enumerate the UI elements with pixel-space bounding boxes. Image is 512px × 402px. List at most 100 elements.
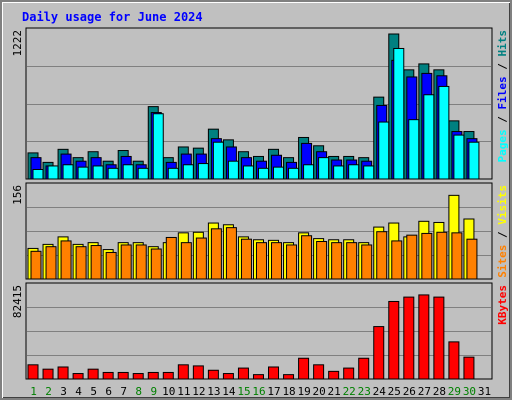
ymax-label-visits-sites: 156: [11, 185, 24, 205]
bar-visits-sites-sites-day-7: [120, 244, 132, 280]
x-tick-label-2: 2: [45, 385, 52, 398]
bar-kbytes-kbytes-day-2: [42, 368, 54, 380]
bar-visits-sites-sites-day-21: [331, 242, 343, 280]
x-tick-label-3: 3: [60, 385, 67, 398]
bar-hits-files-pages-pages-day-22: [348, 164, 360, 180]
x-tick-label-21: 21: [328, 385, 341, 398]
bar-visits-sites-sites-day-19: [301, 235, 313, 280]
bar-kbytes-kbytes-day-10: [162, 371, 174, 380]
bar-visits-sites-sites-day-11: [180, 242, 192, 280]
x-tick-label-16: 16: [252, 385, 265, 398]
bar-visits-sites-sites-day-26: [406, 234, 418, 280]
bar-visits-sites-sites-day-15: [240, 238, 252, 280]
bar-kbytes-kbytes-day-1: [27, 364, 39, 380]
bar-kbytes-kbytes-day-6: [102, 371, 114, 380]
bar-hits-files-pages-pages-day-24: [378, 121, 390, 180]
x-tick-label-9: 9: [150, 385, 157, 398]
x-tick-label-31: 31: [478, 385, 491, 398]
bar-visits-sites-sites-day-13: [210, 228, 222, 280]
legend-entry-hits: Hits: [496, 30, 509, 57]
bar-kbytes-kbytes-day-29: [448, 341, 460, 380]
bar-kbytes-kbytes-day-11: [177, 364, 189, 380]
bar-kbytes-kbytes-day-30: [463, 356, 475, 380]
x-tick-label-20: 20: [313, 385, 326, 398]
legend-separator: /: [496, 110, 509, 130]
x-tick-label-10: 10: [162, 385, 175, 398]
bar-kbytes-kbytes-day-28: [433, 296, 445, 380]
bar-visits-sites-sites-day-3: [60, 240, 72, 280]
bar-visits-sites-sites-day-8: [135, 244, 147, 280]
bar-visits-sites-sites-day-27: [421, 232, 433, 280]
bar-kbytes-kbytes-day-8: [132, 373, 144, 380]
legend-hits-files-pages: Pages / Files / Hits: [496, 30, 509, 163]
bar-hits-files-pages-pages-day-3: [62, 164, 74, 180]
bar-hits-files-pages-pages-day-19: [303, 164, 315, 180]
x-tick-label-19: 19: [297, 385, 310, 398]
bar-visits-sites-sites-day-4: [75, 246, 87, 280]
bar-hits-files-pages-pages-day-29: [453, 134, 465, 180]
bar-visits-sites-sites-day-30: [466, 238, 478, 280]
bar-visits-sites-sites-day-6: [105, 251, 117, 280]
x-tick-label-24: 24: [373, 385, 387, 398]
bar-hits-files-pages-pages-day-20: [318, 157, 330, 180]
legend-entry-visits: Visits: [496, 185, 509, 225]
bar-kbytes-kbytes-day-13: [207, 369, 219, 380]
x-tick-label-4: 4: [75, 385, 82, 398]
bar-visits-sites-sites-day-17: [271, 242, 283, 280]
bar-hits-files-pages-pages-day-23: [363, 165, 375, 180]
bar-hits-files-pages-pages-day-21: [333, 165, 345, 180]
legend-entry-pages: Pages: [496, 129, 509, 162]
legend-entry-files: Files: [496, 76, 509, 109]
legend-visits-sites: Sites / Visits: [496, 185, 509, 278]
x-tick-label-17: 17: [267, 385, 280, 398]
bar-hits-files-pages-pages-day-11: [182, 164, 194, 180]
legend-entry-kbytes: KBytes: [496, 285, 509, 325]
bar-kbytes-kbytes-day-26: [403, 296, 415, 380]
bar-hits-files-pages-pages-day-5: [92, 165, 104, 180]
bar-visits-sites-sites-day-23: [361, 244, 373, 280]
bar-visits-sites-sites-day-22: [346, 242, 358, 280]
bar-kbytes-kbytes-day-3: [57, 366, 69, 380]
chart-title: Daily usage for June 2024: [22, 10, 203, 24]
bar-kbytes-kbytes-day-15: [237, 367, 249, 380]
bar-kbytes-kbytes-day-18: [283, 374, 295, 380]
bar-hits-files-pages-pages-day-18: [288, 167, 300, 180]
bar-kbytes-kbytes-day-23: [358, 357, 370, 380]
bar-kbytes-kbytes-day-21: [328, 370, 340, 380]
x-tick-label-28: 28: [433, 385, 446, 398]
bar-hits-files-pages-pages-day-1: [32, 169, 44, 180]
bar-kbytes-kbytes-day-22: [343, 367, 355, 380]
bar-hits-files-pages-pages-day-27: [423, 94, 435, 180]
x-tick-label-15: 15: [237, 385, 250, 398]
legend-separator: /: [496, 225, 509, 245]
bar-hits-files-pages-pages-day-15: [242, 165, 254, 180]
bar-hits-files-pages-pages-day-26: [408, 119, 420, 180]
bar-hits-files-pages-pages-day-16: [257, 167, 269, 180]
bar-hits-files-pages-pages-day-9: [152, 113, 164, 180]
x-tick-label-27: 27: [418, 385, 431, 398]
x-tick-label-26: 26: [403, 385, 416, 398]
bar-hits-files-pages-pages-day-14: [227, 160, 239, 180]
bar-hits-files-pages-pages-day-28: [438, 85, 450, 180]
bar-visits-sites-sites-day-16: [255, 242, 267, 280]
x-tick-label-30: 30: [463, 385, 476, 398]
legend-separator: /: [496, 57, 509, 77]
bar-visits-sites-sites-day-29: [451, 232, 463, 280]
bar-hits-files-pages-pages-day-7: [122, 164, 134, 180]
ymax-label-hits-files-pages: 1222: [11, 30, 24, 57]
x-tick-label-12: 12: [192, 385, 205, 398]
legend-entry-sites: Sites: [496, 245, 509, 278]
bar-visits-sites-sites-day-2: [45, 246, 57, 280]
bar-visits-sites-sites-day-18: [286, 244, 298, 280]
bar-visits-sites-sites-day-9: [150, 248, 162, 280]
bar-visits-sites-sites-day-28: [436, 231, 448, 280]
x-tick-label-7: 7: [120, 385, 127, 398]
bar-kbytes-kbytes-day-14: [222, 373, 234, 380]
bar-kbytes-kbytes-day-5: [87, 368, 99, 380]
bar-visits-sites-sites-day-12: [195, 237, 207, 280]
bar-hits-files-pages-pages-day-13: [212, 141, 224, 180]
x-tick-label-22: 22: [343, 385, 356, 398]
bar-hits-files-pages-pages-day-10: [167, 167, 179, 180]
